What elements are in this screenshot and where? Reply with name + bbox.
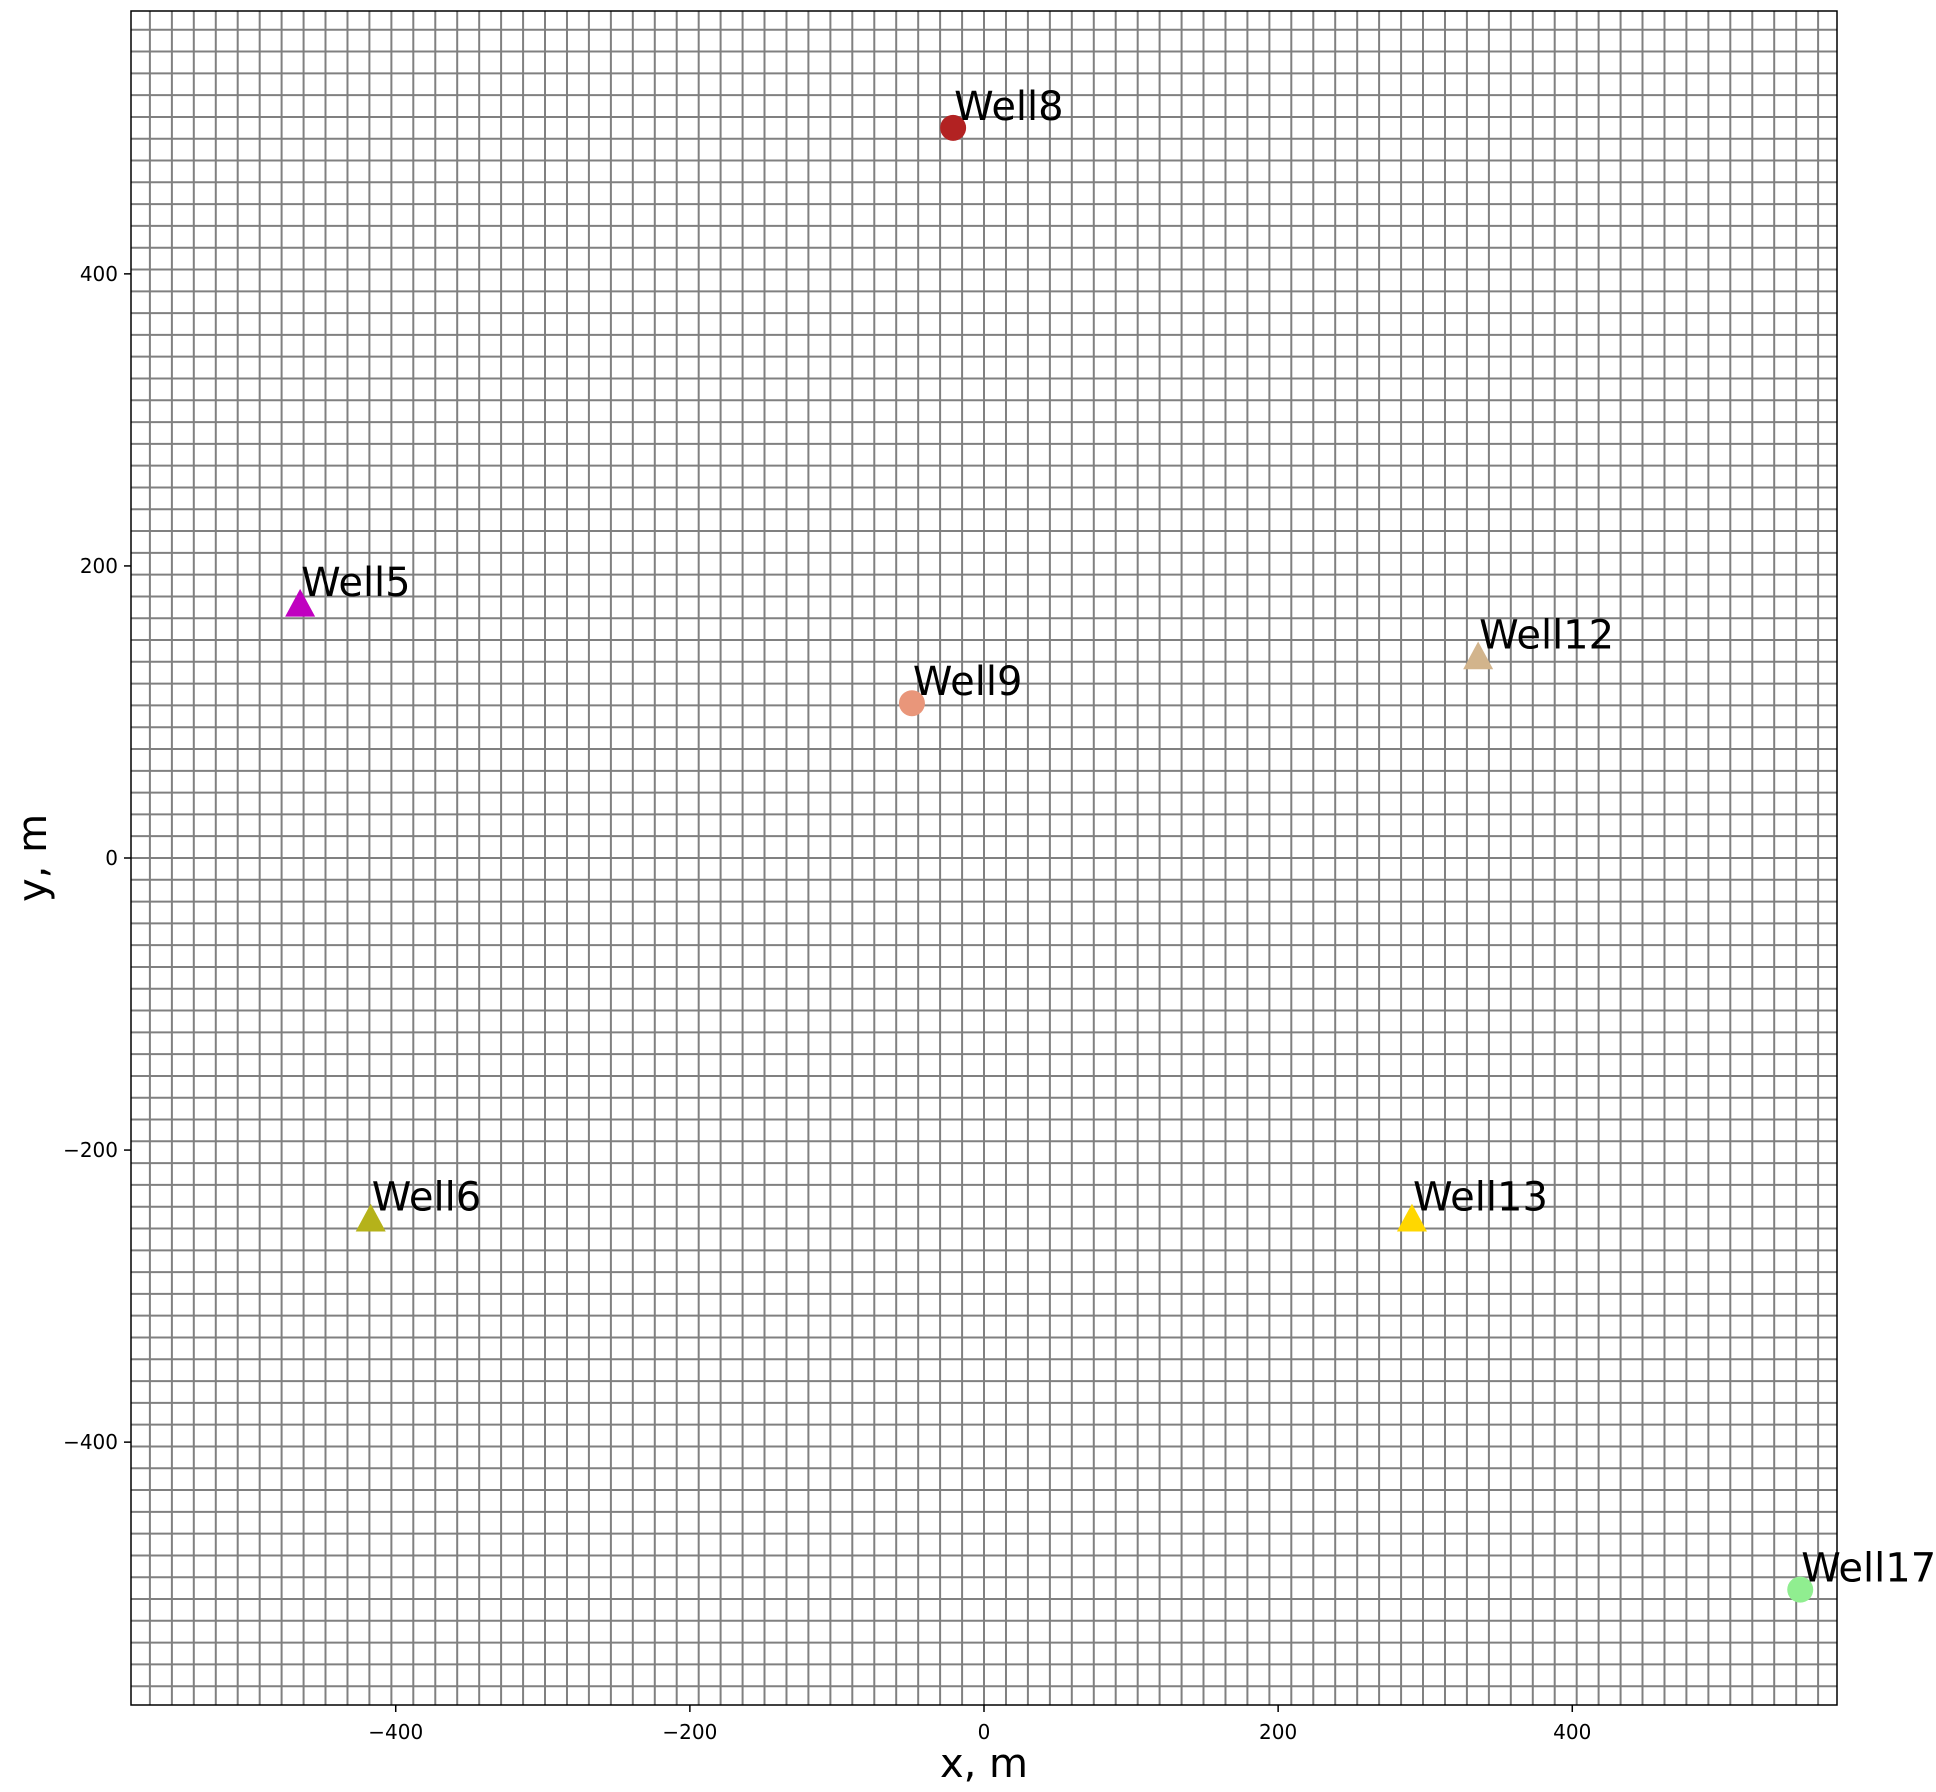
- x-tick-label: −200: [662, 1720, 717, 1744]
- x-tick-label: 400: [1553, 1720, 1591, 1744]
- well-point: Well5: [285, 560, 411, 617]
- x-axis-label: x, m: [940, 1741, 1028, 1787]
- axis-ticks: −400 −200 0 200 400 −400 −200 0 200 400: [63, 262, 1591, 1744]
- well-point: Well8: [940, 84, 1064, 141]
- circle-marker: [1787, 1576, 1814, 1603]
- well-label: Well9: [913, 659, 1023, 705]
- well-point: Well12: [1463, 612, 1614, 670]
- well-point: Well6: [355, 1175, 482, 1232]
- x-tick-label: 200: [1259, 1720, 1297, 1744]
- well-label: Well5: [301, 560, 411, 606]
- data-points: Well5 Well6 Well8 Well9 Well12 Well13 Well17: [285, 84, 1936, 1603]
- triangle-marker: [285, 588, 316, 617]
- well-label: Well8: [954, 84, 1063, 130]
- well-label: Well13: [1413, 1175, 1548, 1221]
- y-tick-label: −400: [63, 1430, 118, 1454]
- well-point: Well9: [898, 659, 1023, 717]
- well-point: Well17: [1787, 1546, 1936, 1603]
- triangle-marker: [1396, 1203, 1427, 1232]
- grid: [131, 11, 1837, 1705]
- circle-marker: [940, 114, 967, 141]
- well-label: Well6: [372, 1175, 482, 1221]
- y-tick-label: −200: [63, 1138, 118, 1162]
- well-point: Well13: [1396, 1175, 1548, 1232]
- well-label: Well17: [1801, 1546, 1936, 1592]
- y-tick-label: 200: [80, 554, 118, 578]
- x-tick-label: −400: [368, 1720, 423, 1744]
- triangle-marker: [1463, 641, 1494, 670]
- y-axis-label: y, m: [10, 814, 56, 902]
- x-tick-label: 0: [978, 1720, 991, 1744]
- well-label: Well12: [1479, 612, 1614, 658]
- y-tick-label: 0: [105, 846, 118, 870]
- y-tick-label: 400: [80, 262, 118, 286]
- circle-marker: [898, 690, 925, 717]
- triangle-marker: [355, 1203, 386, 1232]
